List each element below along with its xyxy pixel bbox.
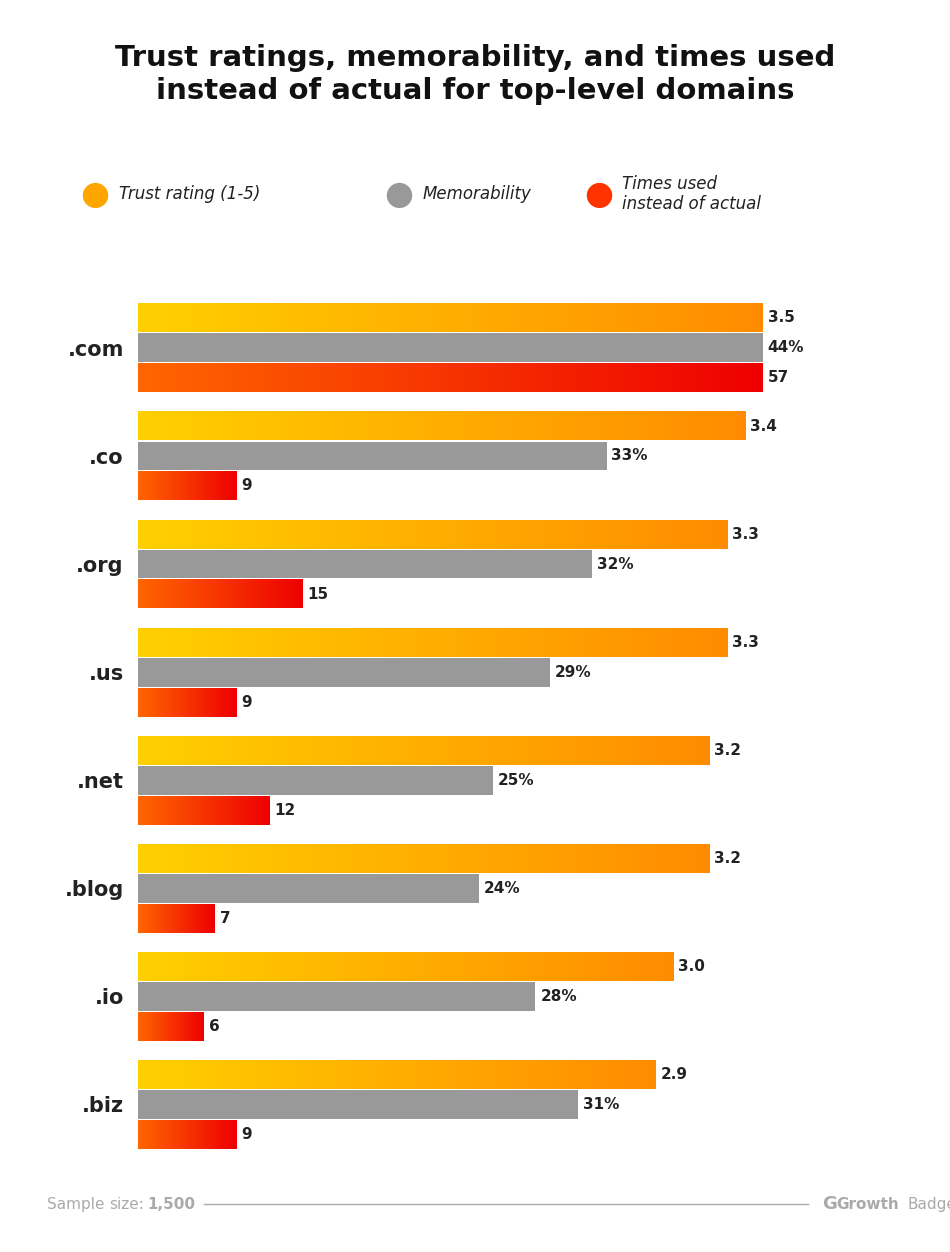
Text: Sample: Sample — [48, 1197, 105, 1212]
Bar — [138, 766, 493, 795]
Bar — [138, 1090, 579, 1119]
Text: 29%: 29% — [555, 665, 591, 680]
Text: 3.2: 3.2 — [714, 851, 741, 866]
Text: 6: 6 — [209, 1019, 219, 1034]
Bar — [138, 657, 550, 686]
Bar — [138, 550, 592, 578]
Text: ●: ● — [81, 178, 109, 210]
Text: 3.3: 3.3 — [732, 527, 759, 542]
Bar — [138, 982, 536, 1010]
Text: 28%: 28% — [541, 989, 577, 1004]
Text: 3.0: 3.0 — [678, 959, 705, 974]
Text: Growth: Growth — [836, 1197, 899, 1212]
Text: 7: 7 — [219, 910, 230, 925]
Text: 9: 9 — [241, 478, 252, 493]
Text: 44%: 44% — [768, 341, 805, 356]
Text: 9: 9 — [241, 1127, 252, 1142]
Bar — [138, 874, 479, 903]
Text: Trust rating (1-5): Trust rating (1-5) — [119, 185, 260, 203]
Text: 3.4: 3.4 — [750, 418, 777, 433]
Text: G: G — [822, 1196, 837, 1213]
Text: size:: size: — [109, 1197, 144, 1212]
Text: 24%: 24% — [484, 880, 521, 895]
Bar — [138, 442, 606, 471]
Text: 31%: 31% — [583, 1097, 619, 1112]
Text: 1,500: 1,500 — [147, 1197, 196, 1212]
Text: Trust ratings, memorability, and times used
instead of actual for top-level doma: Trust ratings, memorability, and times u… — [115, 44, 835, 105]
Text: 15: 15 — [307, 586, 329, 601]
Text: 32%: 32% — [598, 557, 634, 572]
Text: 25%: 25% — [498, 772, 535, 788]
Text: ●: ● — [385, 178, 413, 210]
Text: 3.3: 3.3 — [732, 635, 759, 650]
Text: 2.9: 2.9 — [660, 1067, 688, 1082]
Text: Badger: Badger — [907, 1197, 950, 1212]
Text: 33%: 33% — [612, 448, 648, 463]
Text: ●: ● — [584, 178, 613, 210]
Text: Times used
instead of actual: Times used instead of actual — [622, 175, 761, 213]
Text: 3.2: 3.2 — [714, 742, 741, 757]
Text: Memorability: Memorability — [423, 185, 532, 203]
Bar — [138, 333, 763, 362]
Text: 57: 57 — [768, 371, 789, 386]
Text: 3.5: 3.5 — [768, 310, 794, 326]
Text: 12: 12 — [275, 803, 295, 818]
Text: 9: 9 — [241, 695, 252, 710]
